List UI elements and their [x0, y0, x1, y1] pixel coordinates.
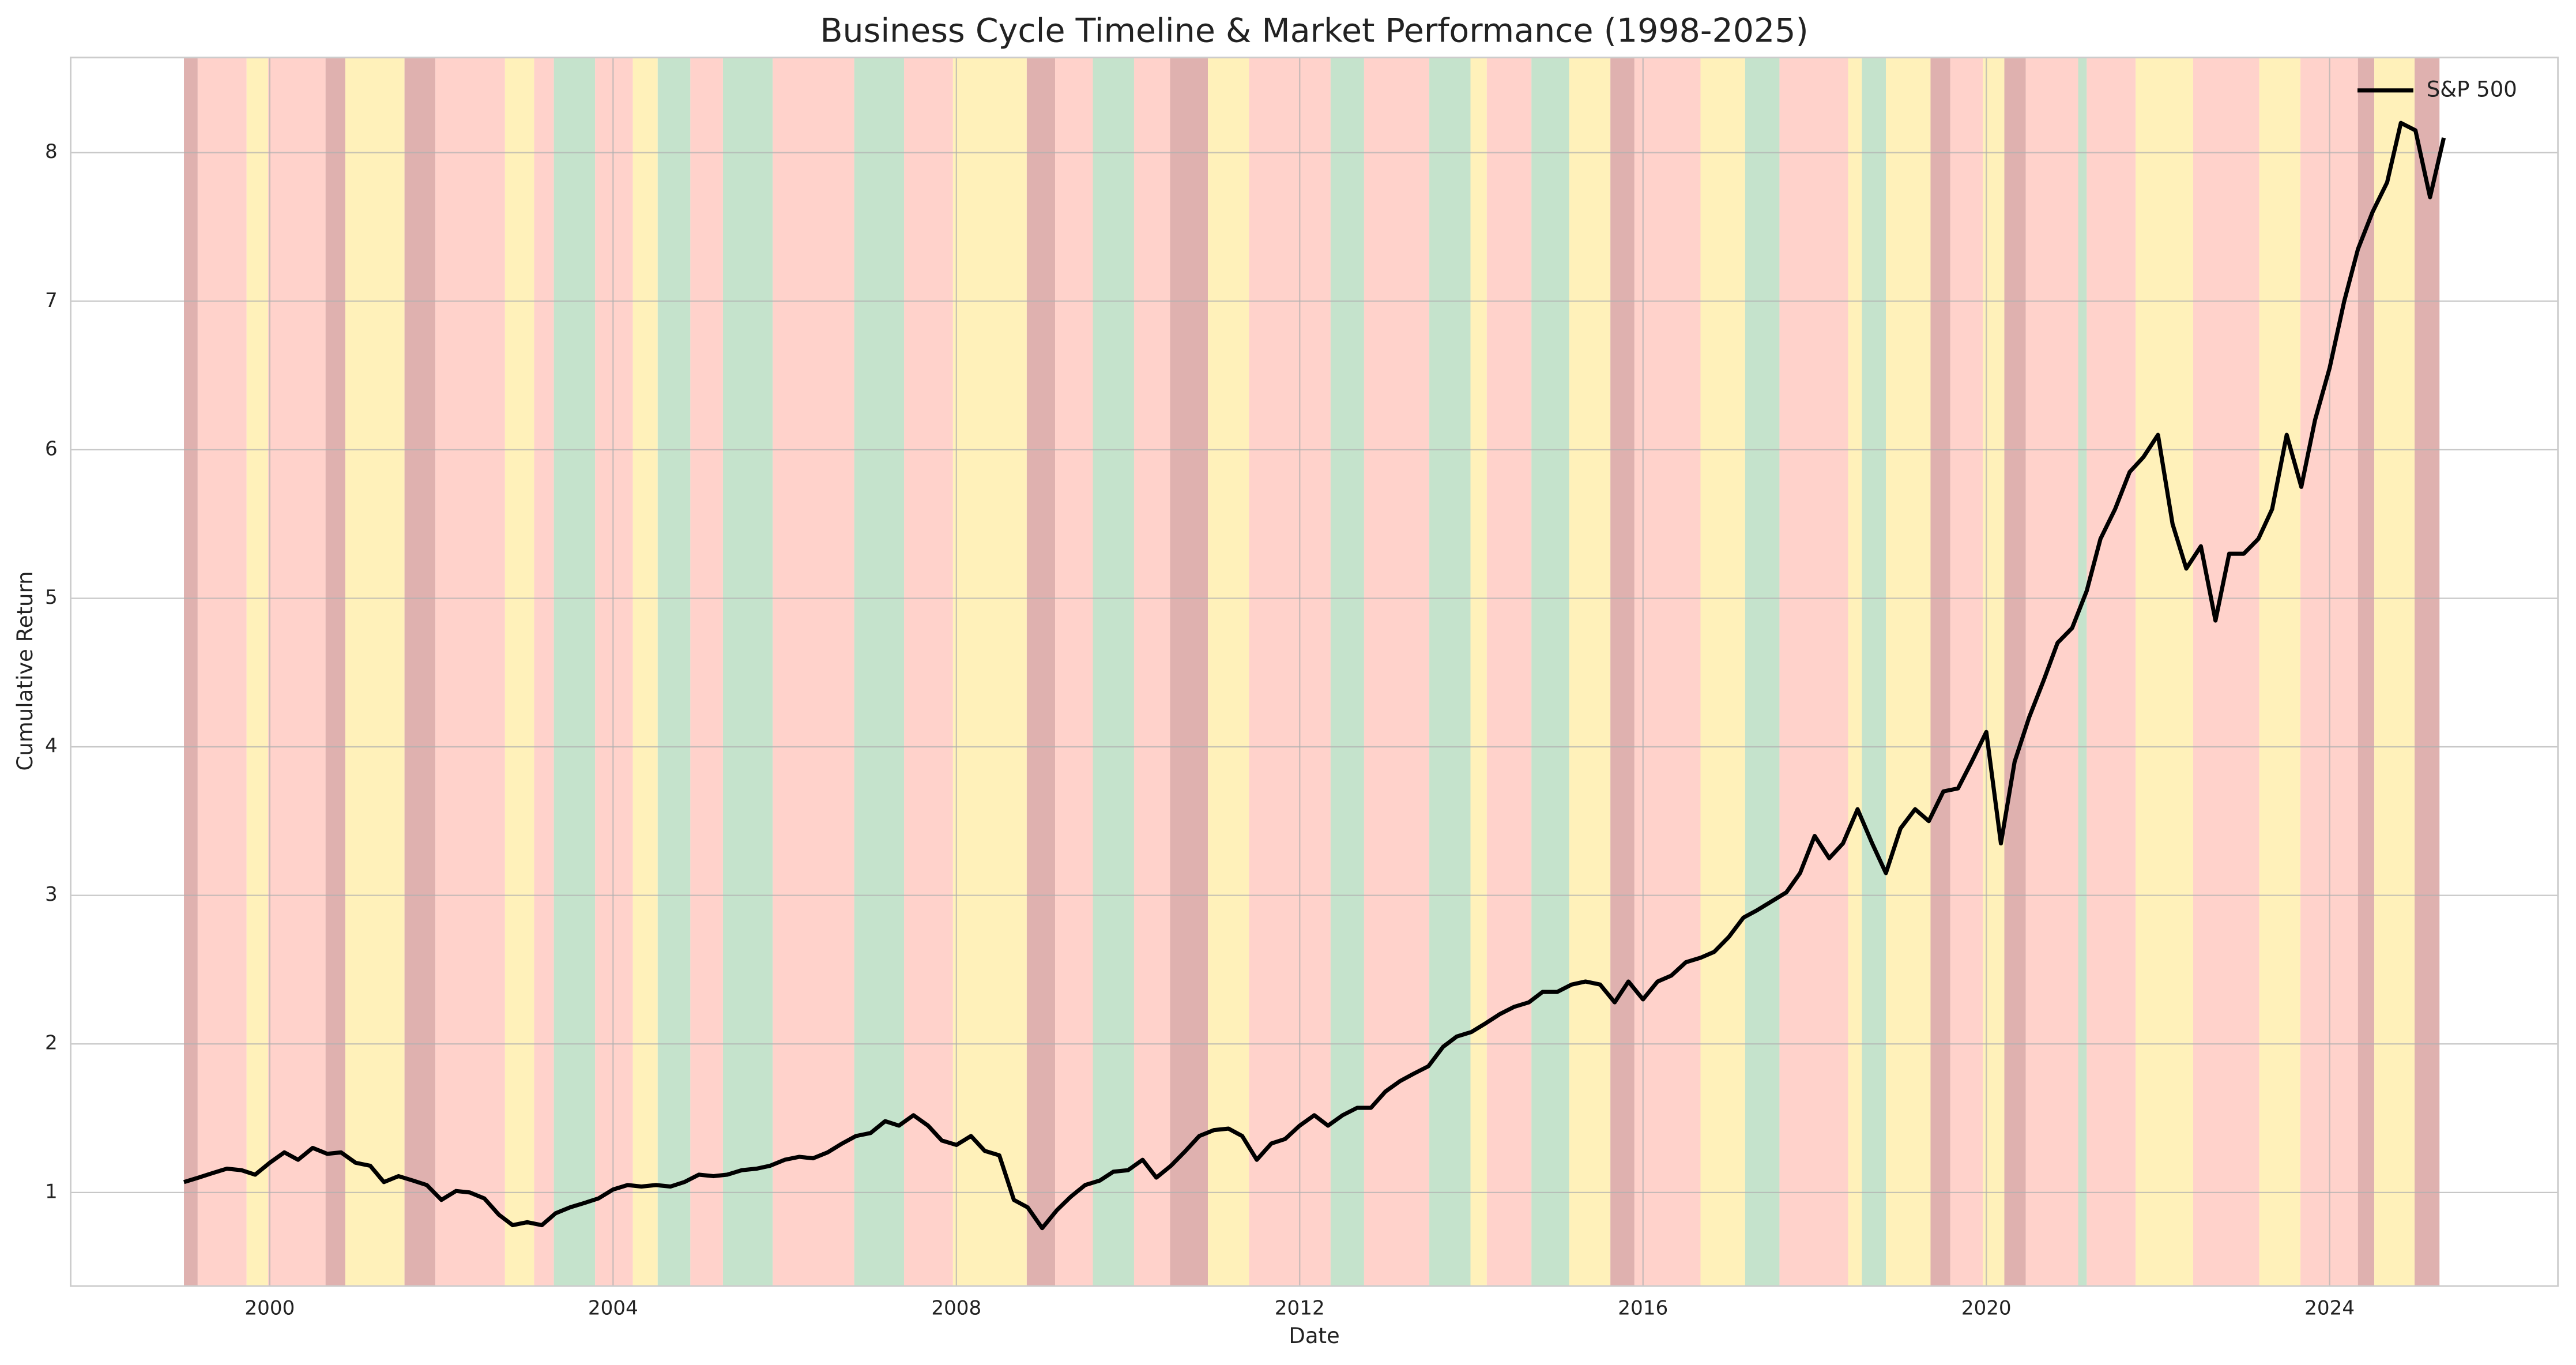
- phase-band: [1026, 57, 1056, 1287]
- phase-band: [1634, 57, 1701, 1287]
- phase-band: [1950, 57, 1983, 1287]
- phase-band: [1330, 57, 1364, 1287]
- phase-band: [1207, 57, 1249, 1287]
- phase-band: [2078, 57, 2087, 1287]
- phase-band: [2136, 57, 2193, 1287]
- y-tick-label: 5: [45, 586, 58, 609]
- phase-band: [1569, 57, 1611, 1287]
- phase-band: [553, 57, 596, 1287]
- phase-band: [632, 57, 658, 1287]
- phase-band: [773, 57, 854, 1287]
- phase-band: [1779, 57, 1848, 1287]
- phase-band: [246, 57, 268, 1287]
- phase-band: [2374, 57, 2415, 1287]
- x-tick-label: 2012: [1275, 1297, 1325, 1320]
- phase-band: [1133, 57, 1170, 1287]
- phase-band: [1700, 57, 1745, 1287]
- x-axis-label: Date: [1289, 1323, 1340, 1348]
- phase-band: [1055, 57, 1093, 1287]
- x-tick-label: 2004: [588, 1297, 638, 1320]
- phase-band: [2357, 57, 2375, 1287]
- phase-band: [657, 57, 691, 1287]
- phase-band: [595, 57, 633, 1287]
- y-tick-label: 1: [45, 1180, 58, 1203]
- phase-band: [1930, 57, 1950, 1287]
- phase-band: [1745, 57, 1780, 1287]
- y-tick-label: 7: [45, 289, 58, 312]
- chart-title: Business Cycle Timeline & Market Perform…: [820, 12, 1808, 50]
- plot-frame: [70, 57, 2559, 1287]
- phase-band: [854, 57, 905, 1287]
- phase-band: [1486, 57, 1532, 1287]
- phase-band: [1862, 57, 1886, 1287]
- phase-band: [2004, 57, 2026, 1287]
- phase-band: [404, 57, 436, 1287]
- phase-band: [2193, 57, 2259, 1287]
- x-tick-label: 2016: [1618, 1297, 1668, 1320]
- x-tick-label: 2008: [931, 1297, 981, 1320]
- phase-band: [1093, 57, 1134, 1287]
- x-tick-label: 2000: [244, 1297, 295, 1320]
- phase-band: [1531, 57, 1569, 1287]
- phase-band: [722, 57, 773, 1287]
- phase-band: [1249, 57, 1331, 1287]
- phase-band: [2415, 57, 2440, 1287]
- phase-band: [345, 57, 405, 1287]
- x-tick-label: 2024: [2304, 1297, 2355, 1320]
- phase-band: [268, 57, 326, 1287]
- phase-band: [952, 57, 1027, 1287]
- phase-band: [325, 57, 345, 1287]
- phase-band: [1170, 57, 1208, 1287]
- phase-band: [2259, 57, 2301, 1287]
- phase-band: [534, 57, 554, 1287]
- phase-band: [184, 57, 198, 1287]
- phase-band: [1610, 57, 1635, 1287]
- phase-band: [904, 57, 953, 1287]
- y-tick-label: 6: [45, 437, 58, 460]
- phase-band: [1470, 57, 1487, 1287]
- x-tick-label: 2020: [1961, 1297, 2012, 1320]
- phase-band: [2025, 57, 2078, 1287]
- phase-band: [504, 57, 534, 1287]
- phase-band: [2087, 57, 2136, 1287]
- y-tick-label: 8: [45, 140, 58, 163]
- phase-band: [1848, 57, 1862, 1287]
- y-tick-label: 4: [45, 735, 58, 758]
- phase-band: [1886, 57, 1931, 1287]
- series-line: [183, 121, 2446, 1231]
- y-tick-label: 3: [45, 883, 58, 906]
- phase-band: [690, 57, 723, 1287]
- phase-band: [1429, 57, 1471, 1287]
- phase-band: [435, 57, 505, 1287]
- legend-label: S&P 500: [2427, 77, 2517, 101]
- phase-band: [197, 57, 247, 1287]
- y-tick-label: 2: [45, 1032, 58, 1055]
- y-axis-label: Cumulative Return: [13, 571, 37, 770]
